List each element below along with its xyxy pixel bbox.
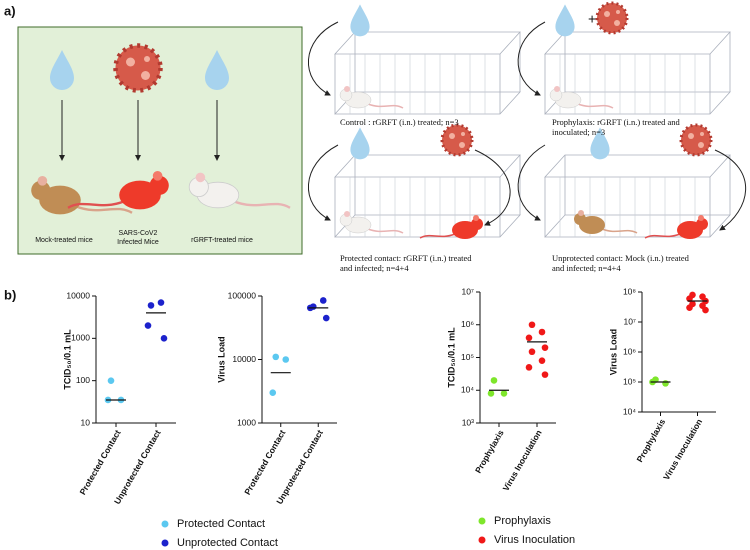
legend-label: Virus Inoculation — [494, 534, 575, 546]
mouse-label: Infected Mice — [117, 239, 159, 246]
y-tick-label: 10000 — [232, 354, 256, 364]
virus-icon — [440, 123, 474, 157]
y-tick-label: 1000 — [71, 333, 90, 343]
legend-label: Protected Contact — [177, 518, 265, 530]
panel-label: b) — [4, 287, 16, 302]
data-point — [282, 356, 290, 363]
data-point — [157, 299, 165, 306]
data-point — [525, 364, 533, 371]
y-axis-title: Virus Load — [608, 329, 618, 375]
x-tick-label: Protected Contact — [242, 428, 287, 497]
x-tick-label: Unprotected Contact — [112, 428, 163, 506]
plus: + — [588, 11, 596, 27]
legend-label: Prophylaxis — [494, 515, 551, 527]
cage-caption: Protected contact: rGRFT (i.n.) treated — [340, 253, 472, 263]
panel-label: a) — [4, 3, 16, 18]
mouse-label: rGRFT-treated mice — [191, 237, 253, 244]
y-tick-label: 10⁸ — [623, 286, 636, 296]
y-tick-label: 100 — [76, 375, 90, 385]
cage-caption: Control : rGRFT (i.n.) treated; n=3 — [340, 117, 459, 127]
data-point — [702, 306, 709, 314]
y-axis-title: Virus Load — [216, 336, 226, 382]
data-point — [686, 295, 693, 302]
data-point — [144, 322, 152, 329]
legend-swatch — [161, 539, 169, 547]
data-point — [107, 377, 115, 384]
data-point — [160, 335, 168, 342]
mouse-label: SARS-CoV2 — [119, 230, 158, 237]
data-point — [272, 353, 280, 361]
mouse-icon — [644, 214, 709, 240]
y-tick-label: 10⁵ — [623, 376, 636, 386]
data-point — [525, 334, 533, 342]
data-point — [269, 389, 277, 397]
droplet-icon — [350, 127, 370, 160]
cage-caption: inoculated; n=3 — [552, 127, 605, 137]
data-point — [541, 344, 549, 351]
y-tick-label: 10⁵ — [461, 352, 474, 362]
y-tick-label: 10⁷ — [623, 316, 636, 326]
virus-icon — [595, 1, 629, 35]
y-tick-label: 10⁶ — [461, 319, 474, 329]
x-tick-label: Virus Inoculation — [661, 417, 704, 482]
data-point — [490, 377, 498, 384]
legend-swatch — [478, 536, 486, 544]
mouse-icon — [549, 85, 614, 109]
data-point — [487, 390, 495, 397]
data-point — [528, 348, 536, 356]
data-point — [541, 371, 549, 378]
x-tick-label: Protected Contact — [77, 428, 122, 497]
virus-icon — [116, 46, 161, 91]
x-tick-label: Virus Inoculation — [501, 428, 544, 493]
mouse-icon — [339, 85, 404, 109]
legend-swatch — [478, 517, 486, 525]
cage-caption: Unprotected contact: Mock (i.n.) treated — [552, 253, 690, 263]
y-tick-label: 1000 — [237, 417, 256, 427]
mouse-icon — [419, 214, 484, 240]
y-tick-label: 10000 — [66, 290, 90, 300]
data-point — [322, 314, 330, 322]
x-tick-label: Prophylaxis — [473, 428, 506, 475]
data-point — [147, 302, 155, 309]
data-point — [319, 297, 327, 304]
cage-caption: and infected; n=4+4 — [552, 263, 621, 273]
y-tick-label: 10 — [81, 417, 91, 427]
legend-label: Unprotected Contact — [177, 537, 278, 549]
legend-swatch — [161, 520, 169, 528]
mouse-label: Mock-treated mice — [35, 237, 93, 244]
y-tick-label: 10⁴ — [623, 406, 636, 416]
y-tick-label: 10³ — [462, 417, 474, 427]
y-tick-label: 100000 — [228, 290, 257, 300]
virus-icon — [679, 123, 713, 157]
droplet-icon — [350, 4, 370, 37]
y-tick-label: 10⁷ — [461, 286, 474, 296]
cage-caption: and infected; n=4+4 — [340, 263, 409, 273]
data-point — [538, 328, 546, 336]
data-point — [538, 357, 546, 364]
y-tick-label: 10⁴ — [461, 385, 474, 395]
mouse-icon — [339, 210, 404, 234]
data-point — [662, 380, 669, 387]
x-tick-label: Prophylaxis — [634, 417, 667, 464]
y-axis-title: TCID₅₀/0.1 mL — [62, 329, 72, 390]
droplet-icon — [555, 4, 575, 37]
cage-caption: Prophylaxis: rGRFT (i.n.) treated and — [552, 117, 681, 127]
y-axis-title: TCID₅₀/0.1 mL — [446, 327, 456, 388]
data-point — [686, 304, 693, 311]
mouse-icon — [573, 209, 638, 235]
data-point — [528, 321, 536, 329]
y-tick-label: 10⁶ — [623, 346, 636, 356]
arrows — [307, 21, 747, 231]
data-point — [500, 390, 508, 397]
arrows — [59, 100, 220, 161]
